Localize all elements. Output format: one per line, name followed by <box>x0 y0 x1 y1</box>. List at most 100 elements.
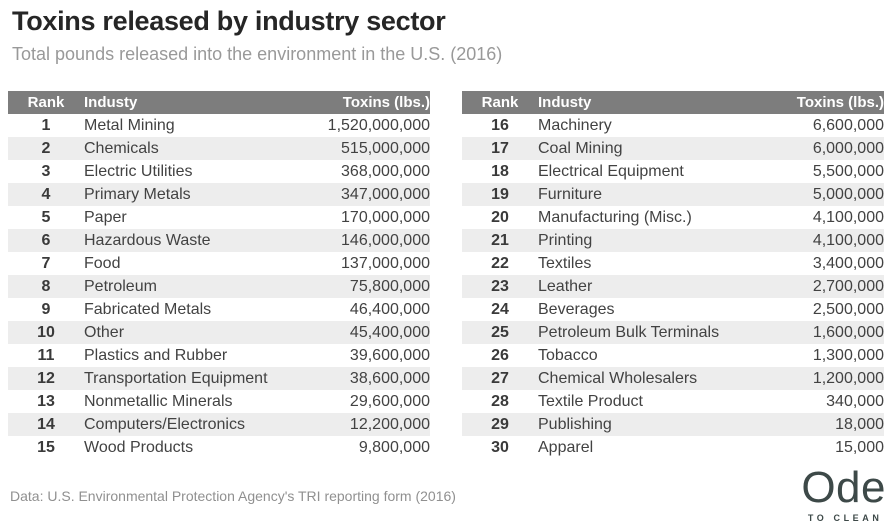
table-row: 8 Petroleum 75,800,000 <box>8 275 430 298</box>
industry-column-header: Industy <box>538 94 592 111</box>
page-title: Toxins released by industry sector <box>12 6 446 36</box>
rank-cell: 18 <box>491 163 509 180</box>
rank-cell: 9 <box>41 301 51 318</box>
industry-cell: Nonmetallic Minerals <box>84 393 233 410</box>
table-row: 20 Manufacturing (Misc.) 4,100,000 <box>462 206 884 229</box>
table-row: 29 Publishing 18,000 <box>462 413 884 436</box>
rank-cell: 8 <box>41 278 51 295</box>
data-source-note: Data: U.S. Environmental Protection Agen… <box>10 488 456 504</box>
industry-cell: Coal Mining <box>538 140 623 157</box>
table-row: 10 Other 45,400,000 <box>8 321 430 344</box>
rank-cell: 25 <box>491 324 509 341</box>
table-row: 19 Furniture 5,000,000 <box>462 183 884 206</box>
table-row: 7 Food 137,000,000 <box>8 252 430 275</box>
rank-cell: 15 <box>37 439 55 456</box>
industry-cell: Chemicals <box>84 140 159 157</box>
logo-tagline: TO CLEAN <box>807 513 883 523</box>
industry-cell: Food <box>84 255 121 272</box>
table-row: 14 Computers/Electronics 12,200,000 <box>8 413 430 436</box>
ranking-table-2: Rank Industy Toxins (lbs.) 16 Machinery 6,600… <box>462 91 884 459</box>
industry-cell: Machinery <box>538 117 612 134</box>
rank-cell: 12 <box>37 370 55 387</box>
industry-cell: Textile Product <box>538 393 643 410</box>
rank-cell: 5 <box>41 209 51 226</box>
rank-cell: 17 <box>491 140 509 157</box>
industry-cell: Beverages <box>538 301 615 318</box>
rank-cell: 3 <box>41 163 51 180</box>
rank-cell: 19 <box>491 186 509 203</box>
industry-cell: Transportation Equipment <box>84 370 268 387</box>
toxins-cell: 3,400,000 <box>812 255 884 272</box>
industry-cell: Electric Utilities <box>84 163 193 180</box>
rank-cell: 10 <box>37 324 55 341</box>
table-row: 26 Tobacco 1,300,000 <box>462 344 884 367</box>
table-row: 4 Primary Metals 347,000,000 <box>8 183 430 206</box>
toxins-cell: 340,000 <box>826 393 884 410</box>
table-row: 25 Petroleum Bulk Terminals 1,600,000 <box>462 321 884 344</box>
toxins-cell: 46,400,000 <box>349 301 430 318</box>
rank-cell: 24 <box>491 301 509 318</box>
industry-cell: Printing <box>538 232 593 249</box>
toxins-column-header: Toxins (lbs.) <box>796 94 884 111</box>
industry-cell: Publishing <box>538 416 612 433</box>
industry-cell: Paper <box>84 209 127 226</box>
rank-cell: 27 <box>491 370 509 387</box>
rank-cell: 6 <box>41 232 51 249</box>
toxins-cell: 1,520,000,000 <box>327 117 430 134</box>
rank-column-header: Rank <box>27 94 65 111</box>
table-row: 23 Leather 2,700,000 <box>462 275 884 298</box>
table-row: 22 Textiles 3,400,000 <box>462 252 884 275</box>
rank-cell: 13 <box>37 393 55 410</box>
rank-cell: 16 <box>491 117 509 134</box>
toxins-cell: 6,600,000 <box>812 117 884 134</box>
rank-cell: 1 <box>41 117 51 134</box>
industry-cell: Primary Metals <box>84 186 191 203</box>
logo-wordmark: Ode <box>801 463 886 512</box>
toxins-cell: 1,200,000 <box>812 370 884 387</box>
table-row: 30 Apparel 15,000 <box>462 436 884 459</box>
toxins-cell: 368,000,000 <box>341 163 430 180</box>
rank-cell: 21 <box>491 232 509 249</box>
ode-to-clean-logo: Ode TO CLEAN <box>801 463 886 524</box>
industry-cell: Manufacturing (Misc.) <box>538 209 692 226</box>
toxins-cell: 15,000 <box>835 439 884 456</box>
industry-cell: Petroleum Bulk Terminals <box>538 324 720 341</box>
industry-cell: Chemical Wholesalers <box>538 370 698 387</box>
industry-column-header: Industy <box>84 94 138 111</box>
table-row: 12 Transportation Equipment 38,600,000 <box>8 367 430 390</box>
table-header-row: Rank Industy Toxins (lbs.) <box>462 91 884 114</box>
industry-cell: Furniture <box>538 186 603 203</box>
table-row: 17 Coal Mining 6,000,000 <box>462 137 884 160</box>
toxins-cell: 5,500,000 <box>812 163 884 180</box>
toxins-cell: 4,100,000 <box>812 232 884 249</box>
industry-cell: Hazardous Waste <box>84 232 211 249</box>
rank-cell: 22 <box>491 255 509 272</box>
rank-cell: 23 <box>491 278 509 295</box>
rank-cell: 30 <box>491 439 509 456</box>
industry-cell: Petroleum <box>84 278 157 295</box>
toxins-cell: 146,000,000 <box>341 232 430 249</box>
toxins-cell: 2,700,000 <box>812 278 884 295</box>
industry-cell: Tobacco <box>538 347 598 364</box>
table-row: 27 Chemical Wholesalers 1,200,000 <box>462 367 884 390</box>
rank-cell: 4 <box>41 186 51 203</box>
toxins-column-header: Toxins (lbs.) <box>342 94 430 111</box>
ranking-tables: Rank Industy Toxins (lbs.) 1 Metal Mining 1,5… <box>8 91 884 459</box>
industry-cell: Plastics and Rubber <box>84 347 228 364</box>
table-row: 2 Chemicals 515,000,000 <box>8 137 430 160</box>
table-row: 16 Machinery 6,600,000 <box>462 114 884 137</box>
industry-cell: Computers/Electronics <box>84 416 245 433</box>
rank-cell: 11 <box>37 347 55 364</box>
toxins-cell: 45,400,000 <box>349 324 430 341</box>
rank-cell: 28 <box>491 393 509 410</box>
table-row: 11 Plastics and Rubber 39,600,000 <box>8 344 430 367</box>
rank-cell: 14 <box>37 416 55 433</box>
table-row: 5 Paper 170,000,000 <box>8 206 430 229</box>
toxins-cell: 18,000 <box>835 416 884 433</box>
table-row: 1 Metal Mining 1,520,000,000 <box>8 114 430 137</box>
toxins-cell: 137,000,000 <box>341 255 430 272</box>
toxins-cell: 515,000,000 <box>341 140 430 157</box>
toxins-cell: 2,500,000 <box>812 301 884 318</box>
table-row: 18 Electrical Equipment 5,500,000 <box>462 160 884 183</box>
toxins-cell: 29,600,000 <box>349 393 430 410</box>
